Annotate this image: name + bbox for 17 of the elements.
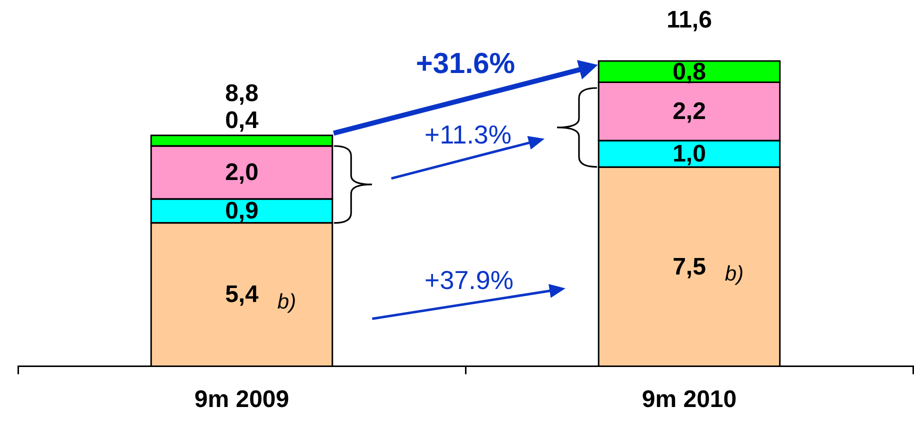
data-label: 2,0 (225, 159, 258, 186)
data-label: 2,2 (672, 98, 706, 126)
annotation: b) (277, 290, 296, 314)
data-label: 5,4 (225, 281, 260, 308)
x-tick-label: 9m 2010 (642, 386, 737, 414)
data-label: 0,8 (672, 58, 706, 86)
data-label: 7,5 (672, 253, 706, 280)
annotation: b) (724, 262, 744, 286)
total-label: 11,6 (666, 6, 712, 34)
annotation: +11.3% (424, 120, 512, 150)
data-label: 0,9 (225, 198, 258, 225)
annotation: +37.9% (424, 264, 514, 295)
data-label: 0,4 (225, 106, 260, 134)
x-tick-label: 9m 2009 (194, 386, 290, 414)
total-label: 8,8 (225, 80, 258, 107)
data-label: 1,0 (672, 140, 706, 168)
annotation: +31.6% (416, 48, 516, 80)
